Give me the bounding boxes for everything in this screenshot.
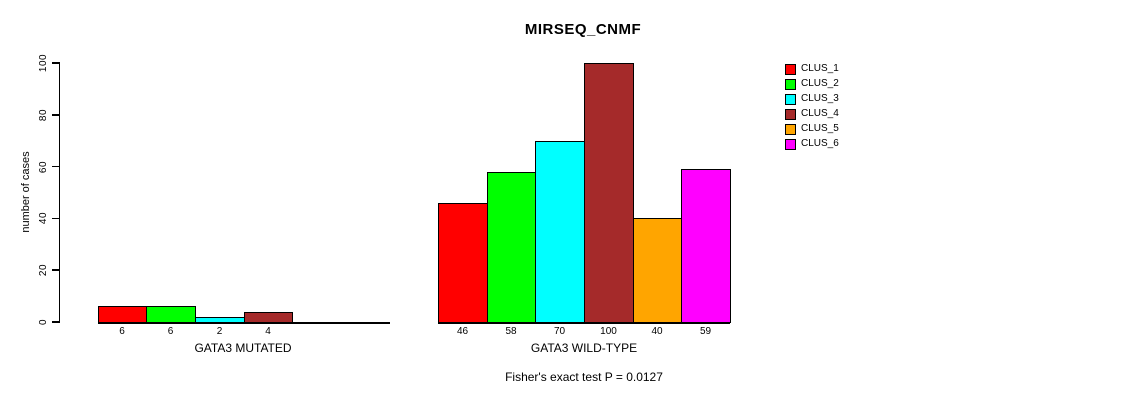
legend-swatch bbox=[785, 109, 796, 120]
y-tick bbox=[52, 62, 60, 64]
y-tick-label: 80 bbox=[38, 108, 49, 121]
bar-value-label: 2 bbox=[216, 326, 223, 337]
bar-clus_3 bbox=[195, 317, 245, 323]
legend-label: CLUS_6 bbox=[801, 138, 839, 149]
bar-clus_2 bbox=[146, 306, 196, 323]
legend-swatch bbox=[785, 124, 796, 135]
y-axis-line bbox=[58, 62, 60, 323]
legend-label: CLUS_5 bbox=[801, 123, 839, 134]
bar-value-label: 59 bbox=[699, 326, 712, 337]
legend-swatch bbox=[785, 94, 796, 105]
bar-value-label: 6 bbox=[119, 326, 125, 337]
y-tick-label: 0 bbox=[38, 318, 49, 326]
fisher-test-annotation: Fisher's exact test P = 0.0127 bbox=[505, 370, 663, 384]
y-tick-label: 100 bbox=[38, 53, 49, 73]
bar-clus_1 bbox=[438, 203, 488, 323]
y-tick bbox=[52, 114, 60, 116]
legend-label: CLUS_3 bbox=[801, 93, 839, 104]
bar-value-label: 58 bbox=[505, 326, 517, 337]
legend-label: CLUS_2 bbox=[801, 78, 839, 89]
chart-title: MIRSEQ_CNMF bbox=[524, 21, 642, 38]
y-tick-label: 40 bbox=[38, 212, 49, 225]
legend-label: CLUS_1 bbox=[801, 63, 839, 74]
x-axis-label-gata3-mutated: GATA3 MUTATED bbox=[194, 341, 292, 355]
y-tick-label: 20 bbox=[38, 264, 49, 277]
bar-value-label: 6 bbox=[167, 326, 174, 337]
legend-label: CLUS_4 bbox=[801, 108, 839, 119]
legend-swatch bbox=[785, 64, 796, 75]
y-tick bbox=[52, 269, 60, 271]
y-tick bbox=[52, 165, 60, 168]
bar-clus_5 bbox=[633, 218, 682, 323]
bar-value-label: 100 bbox=[600, 326, 617, 337]
y-tick-label: 60 bbox=[38, 160, 49, 173]
bar-value-label: 4 bbox=[265, 326, 271, 337]
bar-value-label: 40 bbox=[651, 326, 663, 337]
bar-value-label: 70 bbox=[553, 326, 566, 337]
y-axis-label: number of cases bbox=[20, 151, 32, 233]
x-axis-label-gata3-wild-type: GATA3 WILD-TYPE bbox=[530, 341, 638, 355]
bar-clus_6 bbox=[681, 169, 731, 323]
y-tick bbox=[52, 217, 60, 220]
y-tick bbox=[52, 321, 60, 323]
bar-clus_4 bbox=[584, 63, 634, 323]
bar-clus_3 bbox=[535, 141, 585, 323]
bar-value-label: 46 bbox=[456, 326, 469, 337]
legend-swatch bbox=[785, 139, 796, 150]
bar-clus_4 bbox=[244, 312, 293, 323]
bar-clus_1 bbox=[98, 306, 147, 323]
bar-clus_2 bbox=[487, 172, 536, 323]
legend-swatch bbox=[785, 79, 796, 90]
